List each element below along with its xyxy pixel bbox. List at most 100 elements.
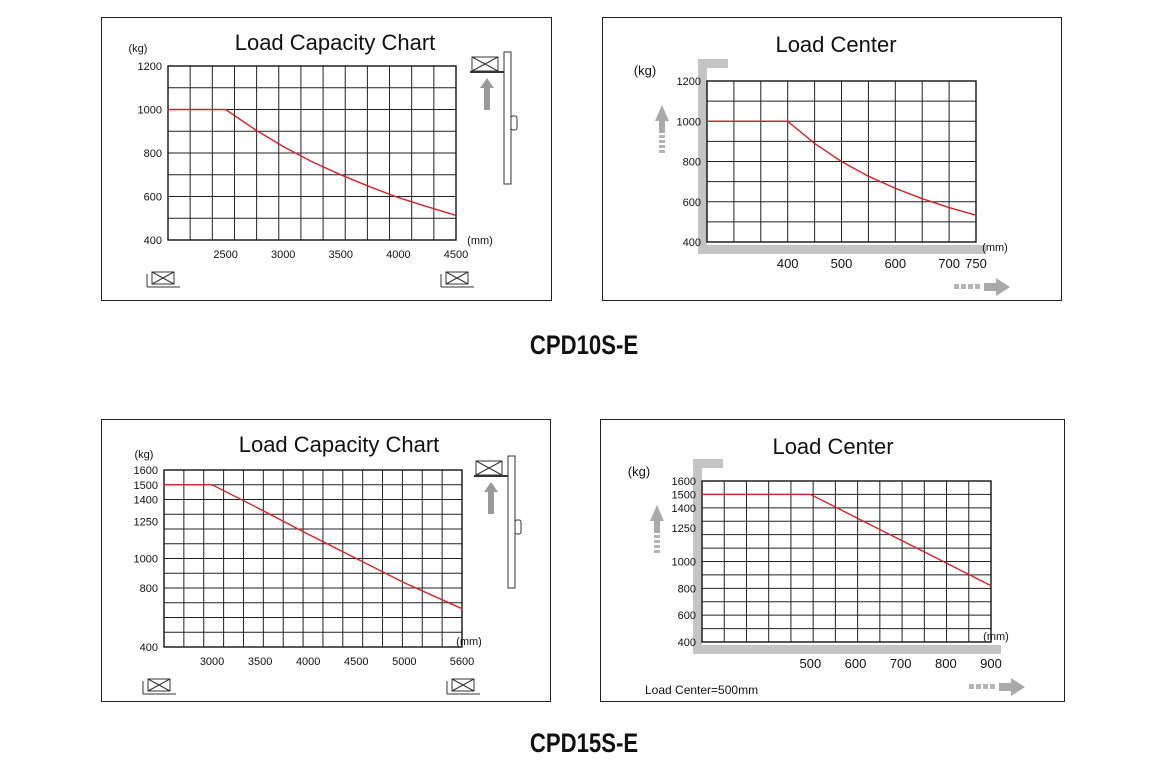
data-point <box>701 493 703 496</box>
y-tick-label: 1000 <box>138 105 162 117</box>
x-tick-label: 4000 <box>296 656 320 668</box>
dash-mark <box>654 535 660 538</box>
up-arrow-icon <box>650 505 664 533</box>
data-point <box>900 539 902 541</box>
box-cross-line <box>147 678 171 692</box>
y-tick-label: 1400 <box>134 495 158 507</box>
data-point <box>397 196 399 199</box>
dash-mark <box>654 540 660 543</box>
x-tick-label: 5600 <box>450 656 474 668</box>
right-arrow-icon <box>984 278 1010 296</box>
x-axis-label: (mm) <box>467 235 493 247</box>
x-tick-label: 3500 <box>248 656 272 668</box>
plot-frame <box>163 469 463 648</box>
mast-rail <box>503 51 512 185</box>
data-point <box>163 484 165 486</box>
data-point <box>894 187 896 189</box>
y-tick-label: 1000 <box>672 557 696 569</box>
x-tick-label: 600 <box>884 256 906 271</box>
y-tick-label: 1200 <box>138 61 162 73</box>
dash-mark <box>659 150 665 153</box>
dash-mark <box>659 135 665 138</box>
dash-mark <box>969 684 974 689</box>
box-outline <box>451 678 475 692</box>
x-tick-label: 900 <box>980 656 1002 671</box>
mast-with-load-icon <box>474 455 522 589</box>
dash-mark <box>983 684 988 689</box>
data-point <box>455 214 457 217</box>
x-tick-label: 700 <box>938 256 960 271</box>
axis-frame-vertical <box>698 59 707 254</box>
data-point <box>282 145 284 148</box>
grid <box>701 480 992 643</box>
y-tick-label: 400 <box>678 637 696 649</box>
dash-mark <box>654 550 660 553</box>
chart-title: Load Capacity Chart <box>239 432 440 457</box>
y-tick-label: 400 <box>144 235 162 247</box>
axis-frame-cap <box>693 459 723 468</box>
chart-svg: Load Capacity Chart 400 600 800 1000 1200 2500… <box>129 30 518 288</box>
axis-frame-horizontal <box>698 245 986 254</box>
dash-mark <box>990 684 995 689</box>
data-point <box>921 198 923 200</box>
x-tick-label: 400 <box>777 256 799 271</box>
y-tick-label: 1200 <box>677 76 701 88</box>
load-box-cross <box>475 460 503 476</box>
data-point <box>340 174 342 176</box>
plot-frame <box>706 80 977 243</box>
up-arrow-icon <box>655 105 669 133</box>
y-tick-label: 1250 <box>672 523 696 535</box>
dash-mark <box>975 284 980 289</box>
chart-svg: Load Capacity Chart 400 800 1000 1250 1400 150… <box>134 432 522 695</box>
x-axis-label: (mm) <box>983 631 1009 643</box>
chart-svg: Load Center 400 600 800 1000 1250 1400 15001600… <box>628 434 1025 697</box>
x-tick-label: 2500 <box>213 249 237 261</box>
box-outline <box>147 678 171 692</box>
dash-mark <box>659 145 665 148</box>
data-point <box>854 516 857 518</box>
x-tick-label: 700 <box>890 656 912 671</box>
mast-rail <box>507 455 516 589</box>
data-point <box>945 562 947 564</box>
y-tick-label: 600 <box>678 610 696 622</box>
box-cross-line <box>445 271 469 285</box>
chart-panel-cpd10-load-center: Load Center 400 600 800 1000 1200 400 500 600 700… <box>602 17 1062 301</box>
box-cross-line <box>151 271 175 285</box>
dash-mark <box>961 284 966 289</box>
axis-frame-cap <box>698 59 728 68</box>
data-point <box>403 582 405 584</box>
axis-frame-vertical <box>693 459 702 654</box>
y-axis-label: (kg) <box>628 464 650 479</box>
box-cross-line <box>451 678 475 692</box>
right-arrow-icon <box>999 678 1025 696</box>
model-label: CPD15S-E <box>529 728 639 758</box>
x-tick-label: 500 <box>831 256 853 271</box>
x-tick-label: 3500 <box>329 249 353 261</box>
data-point <box>787 120 789 122</box>
lift-arrow-icon <box>484 482 498 514</box>
y-tick-label: 800 <box>140 583 158 595</box>
y-axis-label: (kg) <box>135 449 154 461</box>
data-point <box>814 142 816 144</box>
y-tick-label: 400 <box>683 237 701 249</box>
data-point <box>253 128 255 130</box>
y-tick-label: 1600 <box>134 465 158 477</box>
y-tick-label: 800 <box>144 148 162 160</box>
data-point <box>975 214 977 216</box>
x-tick-label: 800 <box>935 656 957 671</box>
chart-svg: Load Center 400 600 800 1000 1200 400 500 600 700… <box>634 32 1010 296</box>
data-point <box>867 175 869 177</box>
lift-arrow-icon <box>480 78 494 110</box>
mast-with-load-icon <box>470 51 518 185</box>
chart-title: Load Capacity Chart <box>235 30 436 55</box>
axis-frame <box>693 459 1001 654</box>
dash-mark <box>654 545 660 548</box>
x-axis-label: (mm) <box>456 636 482 648</box>
x-tick-label: 500 <box>800 656 822 671</box>
grid <box>163 469 463 648</box>
load-box-cross <box>471 56 499 72</box>
box-on-ground-icon <box>146 271 180 288</box>
y-tick-label: 1000 <box>134 554 158 566</box>
y-axis-label: (kg) <box>129 43 148 55</box>
series-line <box>164 484 463 610</box>
